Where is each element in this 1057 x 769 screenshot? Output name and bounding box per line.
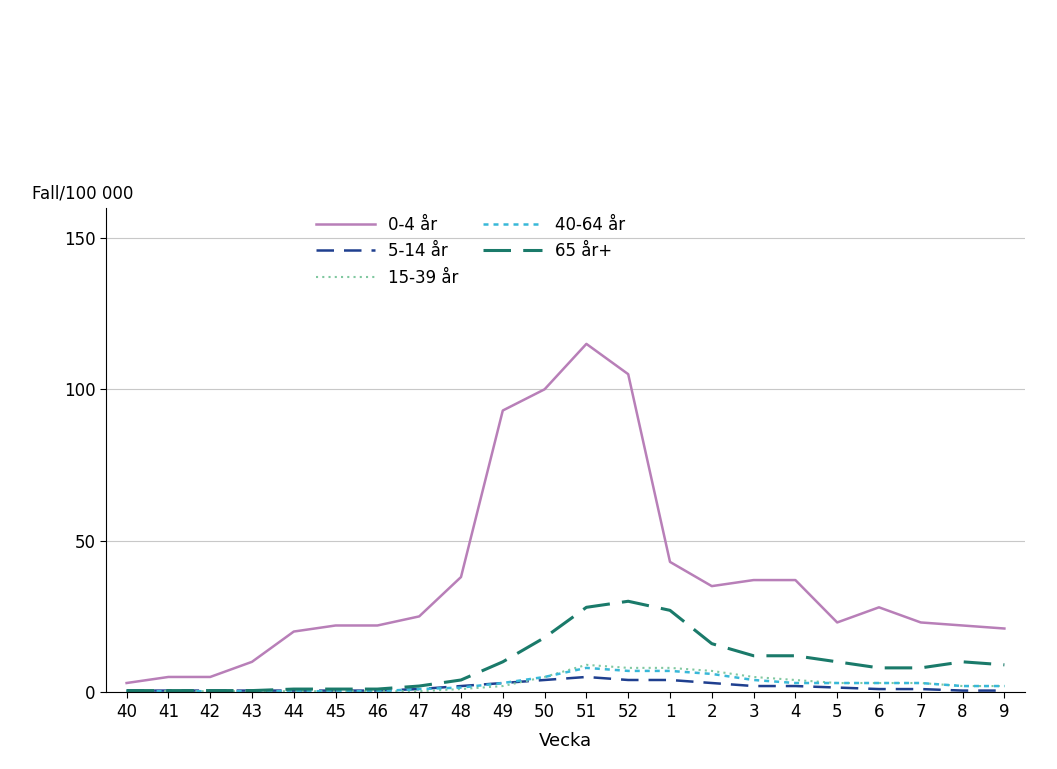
X-axis label: Vecka: Vecka (539, 731, 592, 750)
Legend: 0-4 år, 5-14 år, 15-39 år, 40-64 år, 65 år+, : 0-4 år, 5-14 år, 15-39 år, 40-64 år, 65 … (316, 216, 625, 287)
Text: Fall/100 000: Fall/100 000 (32, 185, 133, 203)
